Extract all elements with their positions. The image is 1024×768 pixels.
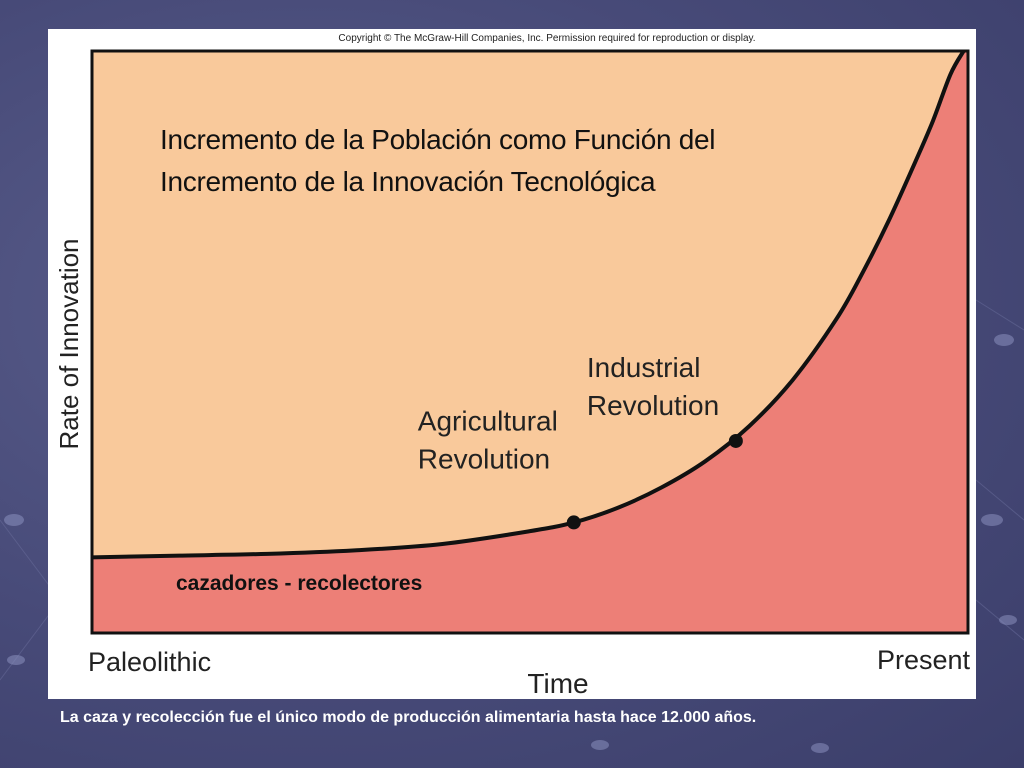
innovation-curve (91, 49, 966, 560)
x-tick-label-end: Present (877, 645, 971, 675)
chart-title-line-1: Incremento de la Población como Función … (160, 124, 716, 155)
annotation-2-line-1: Industrial (587, 352, 701, 383)
annotation-1-line-1: Agricultural (418, 405, 558, 436)
copyright-notice: Copyright © The McGraw-Hill Companies, I… (338, 33, 756, 44)
figure-panel: Copyright © The McGraw-Hill Companies, I… (48, 29, 976, 699)
innovation-chart: Agricultural Revolution Industrial Revoluti… (54, 49, 971, 699)
slide-caption: La caza y recolección fue el único modo … (60, 709, 757, 726)
x-tick-label-start: Paleolithic (88, 647, 211, 677)
annotation-2: Industrial Revolution (587, 352, 719, 421)
region-label: cazadores - recolectores (176, 572, 422, 595)
chart-title-line-2: Incremento de la Innovación Tecnológica (160, 166, 656, 197)
milestone-point-1 (566, 515, 581, 530)
annotation-2-line-2: Revolution (587, 390, 719, 421)
annotation-1: Agricultural Revolution (418, 405, 558, 474)
y-axis-label: Rate of Innovation (54, 238, 84, 449)
milestone-point-2 (728, 433, 743, 448)
plot-border (90, 49, 970, 635)
annotation-1-line-2: Revolution (418, 443, 550, 474)
x-axis-label: Time (527, 668, 588, 699)
chart-title: Incremento de la Población como Función … (160, 119, 920, 203)
lower-area-fill (92, 51, 968, 633)
